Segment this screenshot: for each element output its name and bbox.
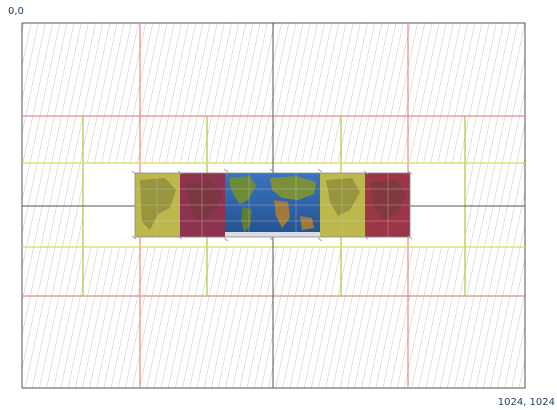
world-map-strip	[134, 172, 411, 238]
tile-tick-marks	[131, 168, 413, 242]
extent-coordinate-label: 1024, 1024	[497, 397, 555, 408]
origin-coordinate-label: 0,0	[8, 6, 24, 17]
